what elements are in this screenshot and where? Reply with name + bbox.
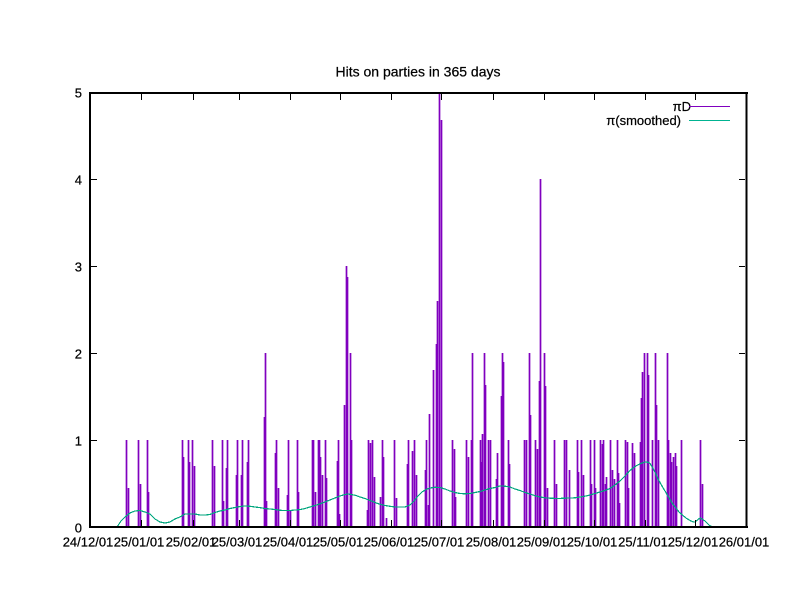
svg-text:25/11/01: 25/11/01 <box>618 535 668 550</box>
svg-text:25/02/01: 25/02/01 <box>166 535 217 550</box>
svg-text:πD: πD <box>673 99 691 114</box>
svg-text:25/07/01: 25/07/01 <box>414 535 465 550</box>
svg-text:25/12/01: 25/12/01 <box>668 535 719 550</box>
svg-text:25/01/01: 25/01/01 <box>114 535 165 550</box>
svg-text:1: 1 <box>75 434 82 449</box>
svg-text:25/08/01: 25/08/01 <box>466 535 517 550</box>
svg-text:25/09/01: 25/09/01 <box>517 535 568 550</box>
svg-text:26/01/01: 26/01/01 <box>719 535 770 550</box>
svg-text:4: 4 <box>75 173 82 188</box>
svg-text:24/12/01: 24/12/01 <box>63 535 114 550</box>
svg-text:25/03/01: 25/03/01 <box>212 535 263 550</box>
svg-text:Hits on parties in 365 days: Hits on parties in 365 days <box>336 64 501 80</box>
svg-text:25/04/01: 25/04/01 <box>263 535 314 550</box>
svg-text:3: 3 <box>75 260 82 275</box>
svg-text:π(smoothed): π(smoothed) <box>606 113 681 128</box>
svg-text:5: 5 <box>75 86 82 101</box>
svg-text:0: 0 <box>75 521 82 536</box>
svg-text:25/06/01: 25/06/01 <box>364 535 415 550</box>
svg-text:25/10/01: 25/10/01 <box>567 535 618 550</box>
svg-text:2: 2 <box>75 347 82 362</box>
svg-text:25/05/01: 25/05/01 <box>313 535 364 550</box>
